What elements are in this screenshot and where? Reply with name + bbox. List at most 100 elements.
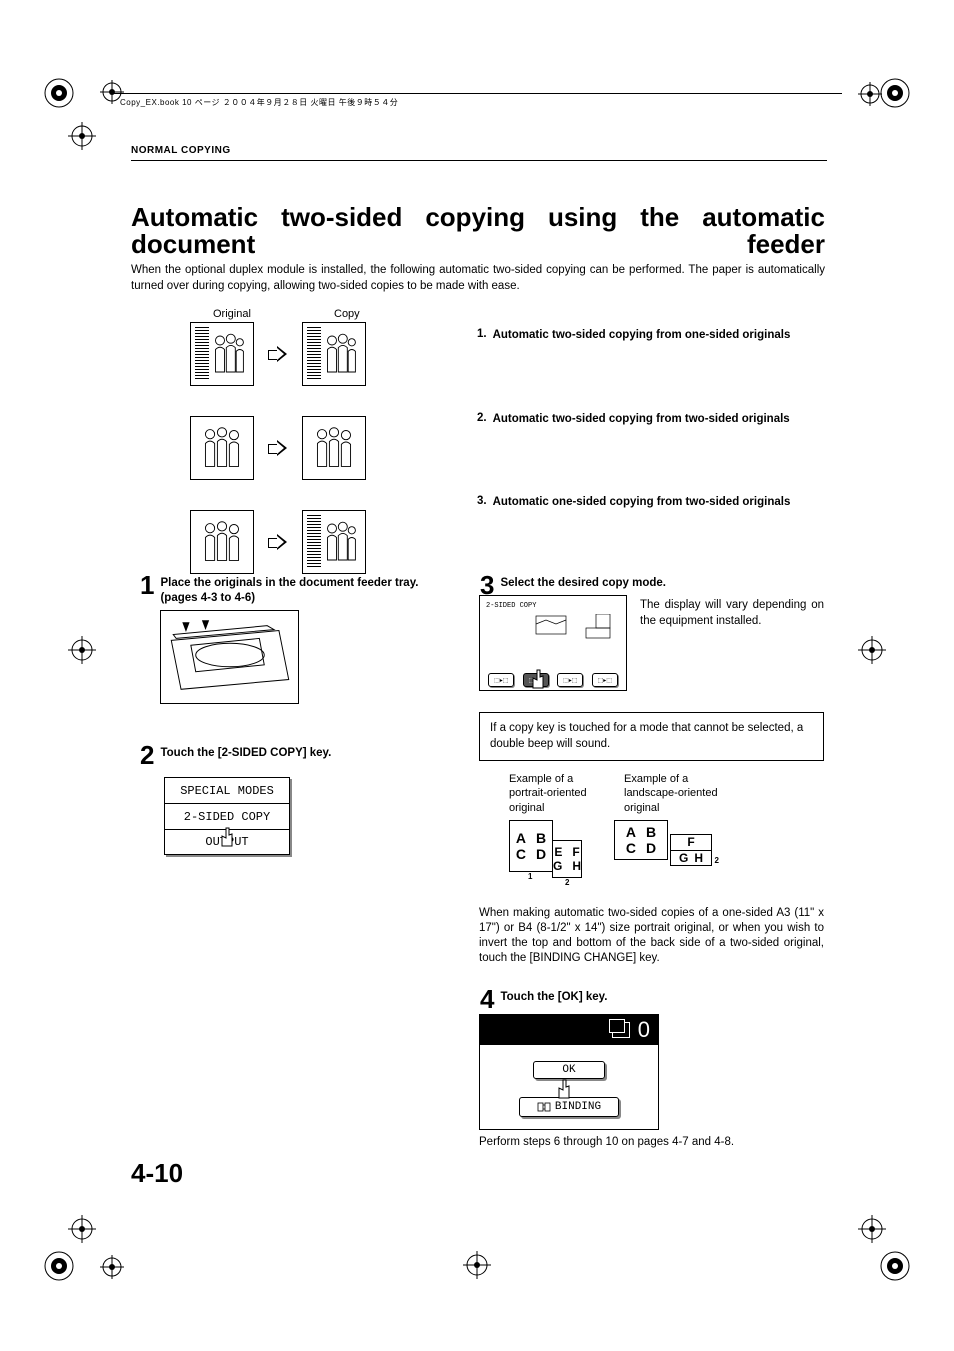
crop-mark-icon xyxy=(42,1249,76,1283)
intro-paragraph: When the optional duplex module is insta… xyxy=(131,263,825,294)
pointer-hand-icon xyxy=(218,826,236,848)
arrow-icon xyxy=(268,440,288,456)
copy-doc-icon xyxy=(302,510,366,574)
perform-steps-note: Perform steps 6 through 10 on pages 4-7 … xyxy=(479,1136,824,1148)
step-1: 1 Place the originals in the document fe… xyxy=(140,574,440,606)
page-box: EF GH 2 xyxy=(552,840,582,878)
section-rule xyxy=(131,160,827,161)
step-2: 2 Touch the [2-SIDED COPY] key. xyxy=(140,744,440,767)
copy-doc-icon xyxy=(302,416,366,480)
title-line2: document feeder xyxy=(131,229,825,259)
option-number: 1. xyxy=(477,328,487,344)
binding-icon xyxy=(537,1101,551,1113)
book-reference: Copy_EX.book 10 ページ ２００４年９月２８日 火曜日 午後９時５… xyxy=(120,97,398,108)
diagram-row xyxy=(190,322,366,386)
header-rule xyxy=(112,93,842,94)
original-doc-icon xyxy=(190,416,254,480)
letter: D xyxy=(536,846,546,862)
mode-button[interactable]: ⬚▸⬚ xyxy=(557,673,583,687)
letter: G xyxy=(679,851,688,865)
arrow-icon xyxy=(268,534,288,550)
letter: G xyxy=(553,859,562,873)
mode-button[interactable]: ⬚▸⬚ xyxy=(592,673,618,687)
feeder-illustration xyxy=(160,610,299,704)
page-container: Copy_EX.book 10 ページ ２００４年９月２８日 火曜日 午後９時５… xyxy=(0,0,954,1351)
display-illustration: 2-SIDED COPY ⬚▸⬚ ⬚▸⬚ ⬚▸⬚ ⬚▸⬚ xyxy=(479,595,627,691)
option-text: Automatic two-sided copying from one-sid… xyxy=(493,328,823,344)
binding-label: BINDING xyxy=(555,1101,601,1113)
crop-mark-icon xyxy=(42,76,76,110)
letter: B xyxy=(646,824,656,840)
step-3: 3 Select the desired copy mode. xyxy=(480,574,780,597)
register-mark-icon xyxy=(858,636,886,664)
letter: F xyxy=(572,845,579,859)
option-item: 2. Automatic two-sided copying from two-… xyxy=(477,412,823,428)
register-mark-icon xyxy=(68,1215,96,1243)
register-mark-icon xyxy=(100,1255,124,1279)
copy-count-icon xyxy=(612,1022,630,1038)
letter: D xyxy=(646,840,656,856)
pointer-hand-icon xyxy=(555,1078,573,1100)
register-mark-icon xyxy=(858,1215,886,1243)
step-number: 3 xyxy=(480,574,494,597)
register-mark-icon xyxy=(463,1251,491,1279)
page-box: F xyxy=(670,834,712,850)
register-mark-icon xyxy=(858,82,882,106)
portrait-example-label: Example of a portrait-oriented original xyxy=(509,772,609,815)
step-text: Place the originals in the document feed… xyxy=(160,574,440,606)
option-number: 3. xyxy=(477,495,487,511)
page-number: 2 xyxy=(565,878,569,887)
crop-mark-icon xyxy=(878,76,912,110)
orientation-note: When making automatic two-sided copies o… xyxy=(479,906,824,966)
crop-mark-icon xyxy=(878,1249,912,1283)
portrait-diagram: AB CD 1 EF GH 2 xyxy=(509,820,582,878)
step-number: 2 xyxy=(140,744,154,767)
ok-button[interactable]: OK xyxy=(533,1061,605,1079)
register-mark-icon xyxy=(68,122,96,150)
copy-counter: 0 xyxy=(638,1017,650,1043)
page-number: 1 xyxy=(528,872,532,881)
title-line1: Automatic two-sided copying using the au… xyxy=(131,202,825,232)
option-item: 3. Automatic one-sided copying from two-… xyxy=(477,495,823,511)
option-number: 2. xyxy=(477,412,487,428)
option-list: 1. Automatic two-sided copying from one-… xyxy=(477,328,823,511)
page-number: 4-10 xyxy=(131,1158,183,1189)
landscape-example-label: Example of a landscape-oriented original xyxy=(624,772,744,815)
ok-panel-illustration: 0 OK BINDING xyxy=(479,1014,659,1130)
letter: H xyxy=(694,851,703,865)
step-number: 4 xyxy=(480,988,494,1011)
page-box: AB CD 1 xyxy=(509,820,553,872)
letter: E xyxy=(554,845,562,859)
page-number: 2 xyxy=(715,856,719,865)
page-box: AB CD 1 xyxy=(614,820,668,860)
diagram-original-label: Original xyxy=(213,308,251,320)
register-mark-icon xyxy=(68,636,96,664)
option-text: Automatic two-sided copying from two-sid… xyxy=(493,412,823,428)
letter: C xyxy=(626,840,636,856)
letter: B xyxy=(536,830,546,846)
arrow-icon xyxy=(268,346,288,362)
letter: C xyxy=(516,846,526,862)
letter: H xyxy=(572,859,581,873)
original-doc-icon xyxy=(190,510,254,574)
display-note: The display will vary depending on the e… xyxy=(640,598,824,629)
beep-note-box: If a copy key is touched for a mode that… xyxy=(479,712,824,761)
pointer-hand-icon xyxy=(529,668,547,690)
page-title: Automatic two-sided copying using the au… xyxy=(131,204,825,259)
panel-header: 0 xyxy=(480,1015,658,1045)
letter: A xyxy=(516,830,526,846)
page-box: G H 2 xyxy=(670,850,712,866)
special-modes-button[interactable]: SPECIAL MODES xyxy=(164,777,290,803)
letter: A xyxy=(626,824,636,840)
diagram-column xyxy=(190,322,366,574)
letter: F xyxy=(687,835,694,850)
original-doc-icon xyxy=(190,322,254,386)
section-label: NORMAL COPYING xyxy=(131,145,231,156)
step-text: Touch the [OK] key. xyxy=(500,988,607,1005)
step-number: 1 xyxy=(140,574,154,597)
mode-button[interactable]: ⬚▸⬚ xyxy=(488,673,514,687)
option-text: Automatic one-sided copying from two-sid… xyxy=(493,495,823,511)
diagram-row xyxy=(190,416,366,480)
option-item: 1. Automatic two-sided copying from one-… xyxy=(477,328,823,344)
display-label: 2-SIDED COPY xyxy=(486,602,620,610)
